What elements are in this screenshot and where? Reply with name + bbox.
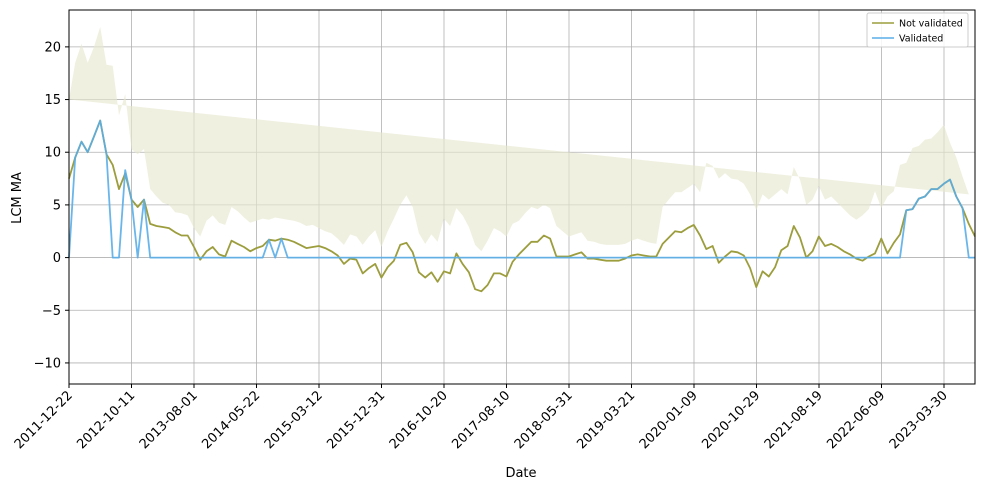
x-tick-label: 2017-08-10: [449, 388, 513, 452]
series-line-not-validated: [68, 119, 976, 293]
x-tick-label: 2015-12-31: [324, 388, 388, 452]
x-tick-label: 2018-05-31: [512, 388, 576, 452]
y-tick-label: 10: [44, 146, 61, 161]
x-tick-label: 2013-08-01: [137, 388, 201, 452]
x-tick-label: 2011-12-22: [12, 388, 76, 452]
legend-label-not-validated: Not validated: [899, 19, 963, 30]
x-tick-label: 2012-10-11: [74, 388, 138, 452]
x-axis-ticks: 2011-12-222012-10-112013-08-012014-05-22…: [12, 384, 951, 452]
series-line-validated: [68, 119, 975, 259]
x-tick-label: 2022-06-09: [824, 388, 888, 452]
confidence-band: [69, 26, 969, 252]
x-tick-label: 2023-03-30: [887, 388, 951, 452]
x-axis-label: Date: [505, 466, 536, 481]
y-tick-label: 20: [44, 40, 61, 55]
y-axis-ticks: −10 −5 0 5 10 15 20: [34, 40, 69, 371]
plot-frame: [68, 9, 976, 385]
legend: Not validated Validated: [866, 12, 969, 48]
x-tick-label: 2014-05-22: [199, 388, 263, 452]
x-tick-label: 2015-03-12: [262, 388, 326, 452]
y-axis-label: LCM MA: [10, 172, 25, 224]
y-tick-label: 0: [53, 251, 61, 266]
y-tick-label: −10: [34, 356, 61, 371]
x-tick-label: 2020-01-09: [637, 388, 701, 452]
x-tick-label: 2019-03-21: [574, 388, 638, 452]
x-tick-label: 2016-10-20: [387, 388, 451, 452]
x-tick-label: 2021-08-19: [762, 388, 826, 452]
y-tick-label: 5: [53, 198, 61, 213]
x-tick-label: 2020-10-29: [699, 388, 763, 452]
y-tick-label: 15: [44, 93, 61, 108]
y-tick-label: −5: [42, 304, 61, 319]
legend-label-validated: Validated: [899, 34, 943, 45]
